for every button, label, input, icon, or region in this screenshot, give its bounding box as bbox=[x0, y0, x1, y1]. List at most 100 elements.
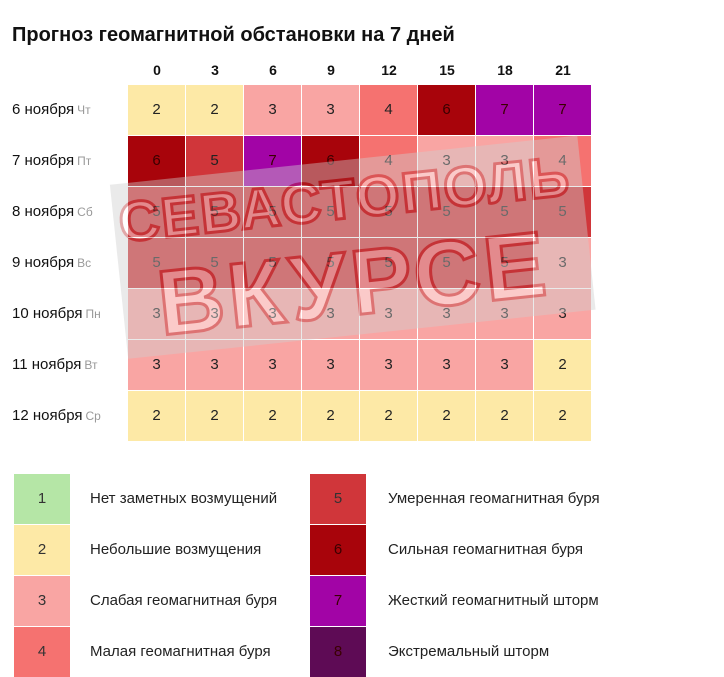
row-weekday: Вт bbox=[84, 358, 98, 372]
heatmap-cell: 3 bbox=[476, 289, 533, 339]
heatmap-cell: 5 bbox=[302, 187, 359, 237]
row-label: 8 ноября Сб bbox=[12, 187, 127, 237]
legend-swatch: 2 bbox=[14, 525, 70, 575]
row-weekday: Ср bbox=[85, 409, 101, 423]
heatmap-cell: 2 bbox=[534, 340, 591, 390]
heatmap-cell: 5 bbox=[244, 187, 301, 237]
heatmap-cell: 5 bbox=[476, 238, 533, 288]
heatmap-cell: 6 bbox=[302, 136, 359, 186]
heatmap-cell: 5 bbox=[302, 238, 359, 288]
heatmap-cell: 3 bbox=[418, 289, 475, 339]
chart-title: Прогноз геомагнитной обстановки на 7 дне… bbox=[12, 24, 455, 46]
legend-label: Нет заметных возмущений bbox=[90, 490, 278, 507]
heatmap-cell: 5 bbox=[128, 238, 185, 288]
heatmap-cell: 5 bbox=[244, 238, 301, 288]
heatmap-cell: 5 bbox=[418, 187, 475, 237]
hour-label: 9 bbox=[327, 62, 335, 78]
row-label: 9 ноября Вс bbox=[12, 238, 127, 288]
row-date: 9 ноября bbox=[12, 254, 75, 271]
heatmap-cell: 3 bbox=[476, 136, 533, 186]
heatmap-cell: 4 bbox=[534, 136, 591, 186]
legend-label: Малая геомагнитная буря bbox=[90, 643, 271, 660]
heatmap-cell: 3 bbox=[302, 340, 359, 390]
heatmap-cell: 3 bbox=[302, 289, 359, 339]
heatmap-cell: 5 bbox=[418, 238, 475, 288]
heatmap-cell: 3 bbox=[418, 136, 475, 186]
hour-label: 3 bbox=[211, 62, 219, 78]
heatmap-cell: 3 bbox=[360, 289, 417, 339]
row-date: 7 ноября bbox=[12, 152, 75, 169]
row-label: 11 ноября Вт bbox=[12, 340, 127, 390]
heatmap-cell: 3 bbox=[534, 238, 591, 288]
heatmap-cell: 2 bbox=[186, 85, 243, 135]
heatmap-cell: 5 bbox=[186, 187, 243, 237]
row-date: 10 ноября bbox=[12, 305, 83, 322]
heatmap-cell: 5 bbox=[186, 136, 243, 186]
legend-swatch: 7 bbox=[310, 576, 366, 626]
heatmap-cell: 3 bbox=[360, 340, 417, 390]
hour-label: 6 bbox=[269, 62, 277, 78]
heatmap-cell: 3 bbox=[186, 289, 243, 339]
heatmap-cell: 6 bbox=[128, 136, 185, 186]
heatmap-cell: 5 bbox=[128, 187, 185, 237]
heatmap-cell: 2 bbox=[302, 391, 359, 441]
heatmap-cell: 3 bbox=[244, 85, 301, 135]
heatmap-cell: 3 bbox=[302, 85, 359, 135]
heatmap-cell: 3 bbox=[244, 289, 301, 339]
heatmap-cell: 7 bbox=[534, 85, 591, 135]
legend-swatch: 5 bbox=[310, 474, 366, 524]
row-label: 10 ноября Пн bbox=[12, 289, 127, 339]
hour-label: 0 bbox=[153, 62, 161, 78]
heatmap-cell: 4 bbox=[360, 136, 417, 186]
heatmap-cell: 2 bbox=[476, 391, 533, 441]
heatmap-cell: 3 bbox=[476, 340, 533, 390]
heatmap-cell: 6 bbox=[418, 85, 475, 135]
heatmap-cell: 3 bbox=[534, 289, 591, 339]
heatmap-cell: 2 bbox=[128, 85, 185, 135]
legend-label: Жесткий геомагнитный шторм bbox=[388, 592, 599, 609]
row-date: 12 ноября bbox=[12, 407, 83, 424]
row-weekday: Чт bbox=[77, 103, 91, 117]
heatmap-cell: 7 bbox=[476, 85, 533, 135]
hour-label: 15 bbox=[439, 62, 455, 78]
legend-label: Сильная геомагнитная буря bbox=[388, 541, 583, 558]
row-date: 6 ноября bbox=[12, 101, 75, 118]
legend-label: Слабая геомагнитная буря bbox=[90, 592, 278, 609]
heatmap-cell: 2 bbox=[186, 391, 243, 441]
hour-label: 18 bbox=[497, 62, 513, 78]
row-weekday: Пн bbox=[85, 307, 101, 321]
legend-label: Умеренная геомагнитная буря bbox=[388, 490, 600, 507]
heatmap-cell: 2 bbox=[418, 391, 475, 441]
heatmap-cell: 5 bbox=[186, 238, 243, 288]
row-label: 6 ноября Чт bbox=[12, 85, 127, 135]
row-weekday: Сб bbox=[77, 205, 93, 219]
legend-swatch: 6 bbox=[310, 525, 366, 575]
heatmap-cell: 7 bbox=[244, 136, 301, 186]
legend-swatch: 8 bbox=[310, 627, 366, 677]
row-date: 8 ноября bbox=[12, 203, 75, 220]
row-weekday: Пт bbox=[77, 154, 92, 168]
heatmap-cell: 2 bbox=[360, 391, 417, 441]
heatmap-cell: 5 bbox=[476, 187, 533, 237]
heatmap-cell: 3 bbox=[128, 289, 185, 339]
legend-swatch: 4 bbox=[14, 627, 70, 677]
row-label: 12 ноября Ср bbox=[12, 391, 127, 441]
heatmap-cell: 3 bbox=[418, 340, 475, 390]
heatmap-cell: 2 bbox=[128, 391, 185, 441]
hour-label: 21 bbox=[555, 62, 571, 78]
heatmap-cell: 2 bbox=[244, 391, 301, 441]
row-date: 11 ноября bbox=[12, 356, 82, 373]
legend-swatch: 3 bbox=[14, 576, 70, 626]
heatmap-cell: 4 bbox=[360, 85, 417, 135]
heatmap-cell: 3 bbox=[128, 340, 185, 390]
legend-swatch: 1 bbox=[14, 474, 70, 524]
heatmap-cell: 5 bbox=[534, 187, 591, 237]
heatmap-cell: 5 bbox=[360, 238, 417, 288]
row-label: 7 ноября Пт bbox=[12, 136, 127, 186]
heatmap-cell: 3 bbox=[244, 340, 301, 390]
row-weekday: Вс bbox=[77, 256, 92, 270]
legend-label: Небольшие возмущения bbox=[90, 541, 262, 558]
heatmap-cell: 5 bbox=[360, 187, 417, 237]
hour-label: 12 bbox=[381, 62, 397, 78]
heatmap-cell: 2 bbox=[534, 391, 591, 441]
